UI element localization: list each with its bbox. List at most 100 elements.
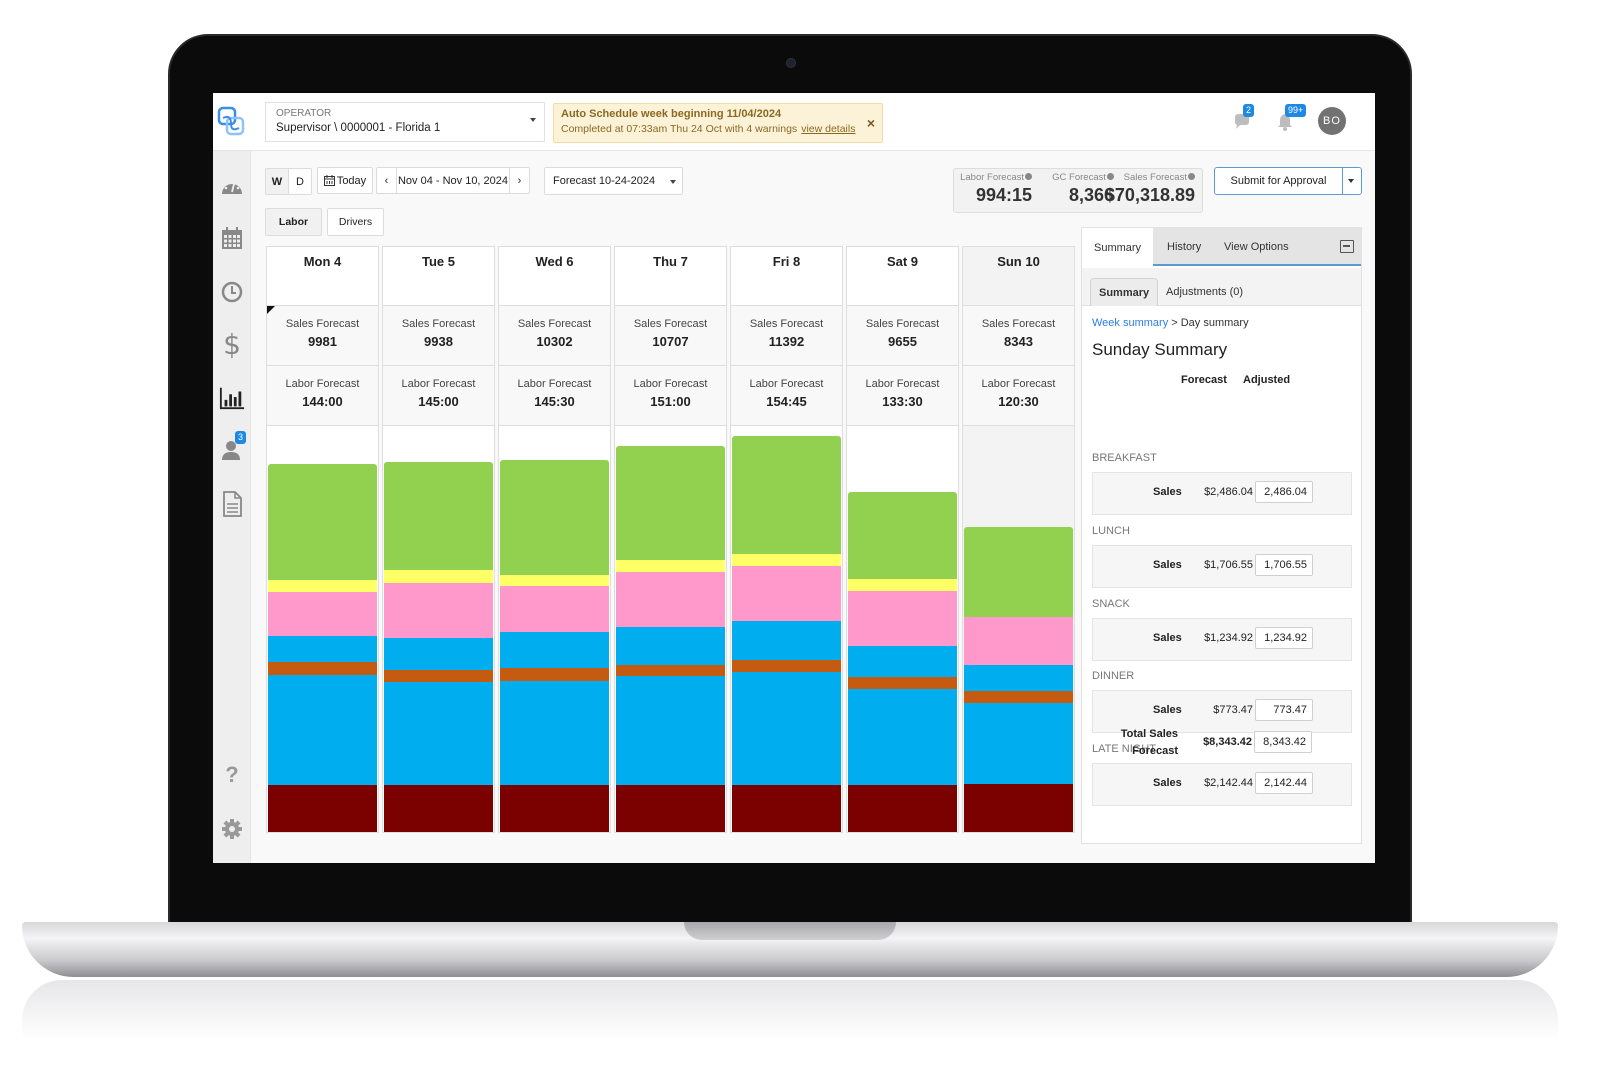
bar-segment-blue-upper[interactable] (500, 632, 609, 668)
tab-labor[interactable]: Labor (265, 208, 322, 236)
bar-segment-yellow[interactable] (848, 579, 957, 591)
submit-options-dropdown[interactable] (1343, 168, 1361, 194)
tab-history[interactable]: History (1167, 241, 1202, 253)
bar-segment-green[interactable] (384, 462, 493, 570)
week-summary-link[interactable]: Week summary (1092, 317, 1169, 329)
bar-segment-green[interactable] (848, 492, 957, 579)
bar-segment-blue-lower[interactable] (848, 689, 957, 785)
sidebar-item-help[interactable]: ? (219, 762, 245, 788)
bar-segment-orange[interactable] (732, 660, 841, 672)
collapse-panel-icon[interactable] (1340, 240, 1354, 253)
submit-for-approval-button[interactable]: Submit for Approval (1215, 168, 1343, 194)
bar-segment-blue-lower[interactable] (964, 703, 1073, 784)
day-header[interactable]: Wed 6 (499, 247, 610, 306)
day-column[interactable]: Sat 9 Sales Forecast 9655 Labor Forecast 133… (846, 246, 959, 833)
adjusted-input[interactable] (1255, 772, 1313, 794)
sidebar-item-settings[interactable] (219, 816, 245, 842)
tab-summary[interactable]: Summary (1082, 228, 1154, 268)
bar-segment-green[interactable] (616, 446, 725, 560)
adjusted-input[interactable] (1255, 481, 1313, 503)
bar-segment-maroon[interactable] (848, 785, 957, 832)
bar-segment-yellow[interactable] (384, 570, 493, 583)
sidebar-item-dashboard[interactable] (219, 173, 245, 199)
bar-segment-maroon[interactable] (964, 784, 1073, 832)
bar-segment-green[interactable] (964, 527, 1073, 617)
bar-segment-blue-lower[interactable] (616, 676, 725, 785)
info-icon[interactable] (1188, 173, 1195, 180)
bar-segment-maroon[interactable] (384, 785, 493, 832)
operator-select[interactable]: OPERATOR Supervisor \ 0000001 - Florida … (265, 102, 545, 142)
close-icon[interactable]: × (866, 115, 875, 131)
adjusted-input[interactable] (1255, 554, 1313, 576)
messages-button[interactable]: 2 (1233, 104, 1255, 136)
day-column[interactable]: Tue 5 Sales Forecast 9938 Labor Forecast 145… (382, 246, 495, 833)
view-details-link[interactable]: view details (801, 123, 856, 135)
adjusted-input[interactable] (1255, 627, 1313, 649)
sidebar-item-forecast[interactable] (219, 385, 245, 411)
day-column[interactable]: Mon 4 Sales Forecast 9981 Labor Forecast 144… (266, 246, 379, 833)
bar-segment-blue-lower[interactable] (732, 672, 841, 785)
bar-segment-blue-upper[interactable] (616, 627, 725, 665)
notifications-button[interactable]: 99+ (1276, 104, 1307, 136)
app-logo[interactable] (217, 105, 245, 137)
bar-segment-orange[interactable] (848, 677, 957, 689)
bar-segment-blue-upper[interactable] (268, 636, 377, 662)
subtab-adjustments[interactable]: Adjustments (0) (1166, 286, 1244, 298)
bar-segment-green[interactable] (500, 460, 609, 575)
day-header[interactable]: Thu 7 (615, 247, 726, 306)
day-view-button[interactable]: D (288, 168, 312, 195)
bar-segment-yellow[interactable] (500, 575, 609, 586)
day-header[interactable]: Tue 5 (383, 247, 494, 306)
bar-segment-blue-upper[interactable] (384, 638, 493, 670)
bar-segment-orange[interactable] (384, 670, 493, 682)
day-header[interactable]: Fri 8 (731, 247, 842, 306)
bar-segment-maroon[interactable] (732, 785, 841, 832)
adjusted-input[interactable] (1255, 699, 1313, 721)
sidebar-item-reports[interactable] (219, 491, 245, 517)
forecast-select[interactable]: Forecast 10-24-2024 (544, 167, 683, 195)
bar-segment-pink[interactable] (500, 586, 609, 632)
day-column[interactable]: Thu 7 Sales Forecast 10707 Labor Forecast 15… (614, 246, 727, 833)
bar-segment-orange[interactable] (964, 691, 1073, 703)
bar-segment-pink[interactable] (384, 583, 493, 638)
sidebar-item-schedule[interactable] (219, 225, 245, 251)
bar-segment-blue-lower[interactable] (500, 681, 609, 785)
info-icon[interactable] (1107, 173, 1114, 180)
day-header[interactable]: Mon 4 (267, 247, 378, 306)
bar-segment-blue-lower[interactable] (268, 675, 377, 785)
day-column[interactable]: Fri 8 Sales Forecast 11392 Labor Forecast 15… (730, 246, 843, 833)
bar-segment-orange[interactable] (616, 665, 725, 676)
bar-segment-pink[interactable] (964, 617, 1073, 665)
bar-segment-pink[interactable] (732, 566, 841, 621)
bar-segment-maroon[interactable] (500, 785, 609, 832)
today-button[interactable]: Today (317, 167, 373, 194)
day-column[interactable]: Sun 10 Sales Forecast 8343 Labor Forecast 12… (962, 246, 1075, 833)
info-icon[interactable] (1025, 173, 1032, 180)
bar-segment-blue-upper[interactable] (732, 621, 841, 660)
bar-segment-pink[interactable] (848, 591, 957, 646)
bar-segment-green[interactable] (732, 436, 841, 554)
bar-segment-blue-upper[interactable] (848, 646, 957, 677)
week-view-button[interactable]: W (265, 168, 289, 195)
sidebar-item-employees[interactable]: 3 (219, 431, 247, 463)
day-header[interactable]: Sat 9 (847, 247, 958, 306)
next-week-button[interactable]: › (509, 167, 530, 194)
sidebar-item-sales[interactable]: $ (219, 328, 245, 361)
user-avatar[interactable]: BO (1318, 107, 1346, 135)
bar-segment-orange[interactable] (268, 662, 377, 675)
bar-segment-pink[interactable] (616, 572, 725, 627)
bar-segment-blue-upper[interactable] (964, 665, 1073, 691)
bar-segment-yellow[interactable] (268, 580, 377, 592)
bar-segment-blue-lower[interactable] (384, 682, 493, 785)
bar-segment-yellow[interactable] (616, 560, 725, 572)
subtab-summary[interactable]: Summary (1090, 278, 1159, 306)
bar-segment-pink[interactable] (268, 592, 377, 636)
day-header[interactable]: Sun 10 (963, 247, 1074, 306)
day-column[interactable]: Wed 6 Sales Forecast 10302 Labor Forecast 14… (498, 246, 611, 833)
tab-drivers[interactable]: Drivers (327, 208, 384, 236)
prev-week-button[interactable]: ‹ (376, 167, 397, 194)
sidebar-item-time[interactable] (219, 279, 245, 305)
tab-view-options[interactable]: View Options (1224, 241, 1289, 253)
date-range-label[interactable]: Nov 04 - Nov 10, 2024 (396, 167, 510, 194)
bar-segment-green[interactable] (268, 464, 377, 580)
